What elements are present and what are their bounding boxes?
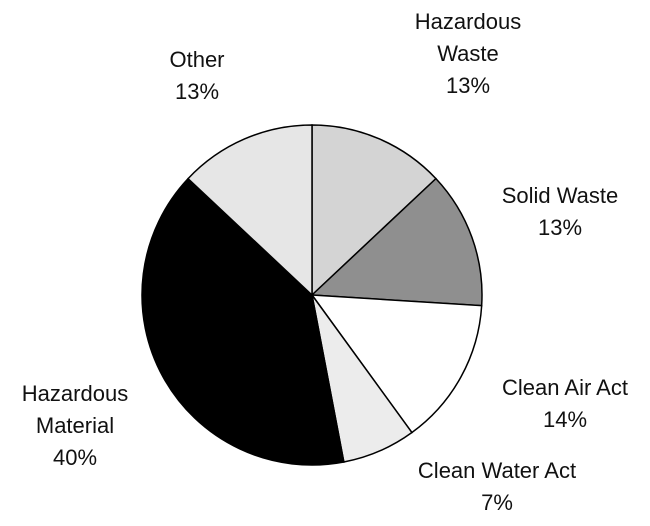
category-label: Clean Water Act — [417, 458, 577, 483]
pie-slice — [310, 177, 483, 307]
slice-label: Hazardous Waste 13% — [393, 6, 543, 102]
value-label: 13% — [174, 79, 220, 104]
value-label: 7% — [481, 490, 513, 515]
category-label: Hazardous Material — [21, 381, 129, 438]
value-label: 13% — [537, 215, 583, 240]
slice-label: Clean Air Act 14% — [455, 372, 650, 436]
slice-label: Clean Water Act 7% — [377, 455, 617, 519]
slice-label: Hazardous Material 40% — [5, 378, 145, 474]
slice-label: Other 13% — [122, 44, 272, 108]
pie-slice — [311, 124, 437, 297]
pie-slice — [141, 177, 345, 466]
slice-label: Solid Waste 13% — [450, 180, 650, 244]
category-label: Other — [169, 47, 225, 72]
category-label: Solid Waste — [501, 183, 619, 208]
category-label: Clean Air Act — [502, 375, 628, 400]
pie-slice — [310, 294, 483, 434]
category-label: Hazardous Waste — [414, 9, 522, 66]
value-label: 14% — [542, 407, 588, 432]
value-label: 13% — [445, 73, 491, 98]
pie-slice — [187, 124, 313, 297]
value-label: 40% — [52, 445, 98, 470]
